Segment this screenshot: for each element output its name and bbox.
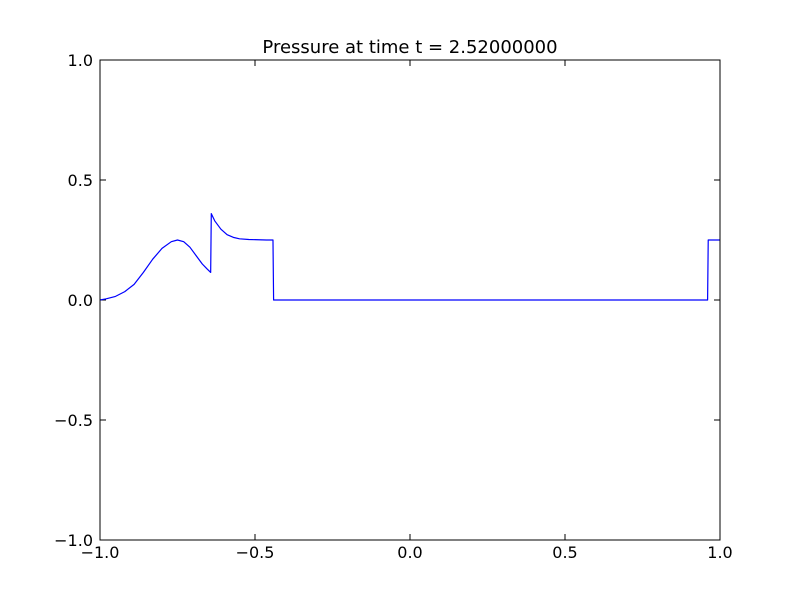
y-tick-label: −0.5 (54, 411, 93, 430)
chart-title: Pressure at time t = 2.52000000 (262, 37, 557, 58)
series-line (99, 213, 720, 301)
y-tick-label: 1.0 (68, 51, 93, 70)
x-tick-label: 1.0 (707, 543, 732, 562)
y-tick-label: 0.0 (68, 291, 93, 310)
tick-labels: −1.0 −0.5 0.0 0.5 1.0 −1.0 −0.5 0.0 0.5 1.0 (54, 51, 733, 562)
x-tick-label: −0.5 (236, 543, 275, 562)
plot-area (99, 213, 720, 301)
x-tick-label: −1.0 (81, 543, 120, 562)
y-tick-label: 0.5 (68, 171, 93, 190)
x-tick-label: 0.0 (397, 543, 422, 562)
x-tick-label: 0.5 (552, 543, 577, 562)
axes-frame (99, 59, 721, 541)
y-tick-label: −1.0 (54, 531, 93, 550)
